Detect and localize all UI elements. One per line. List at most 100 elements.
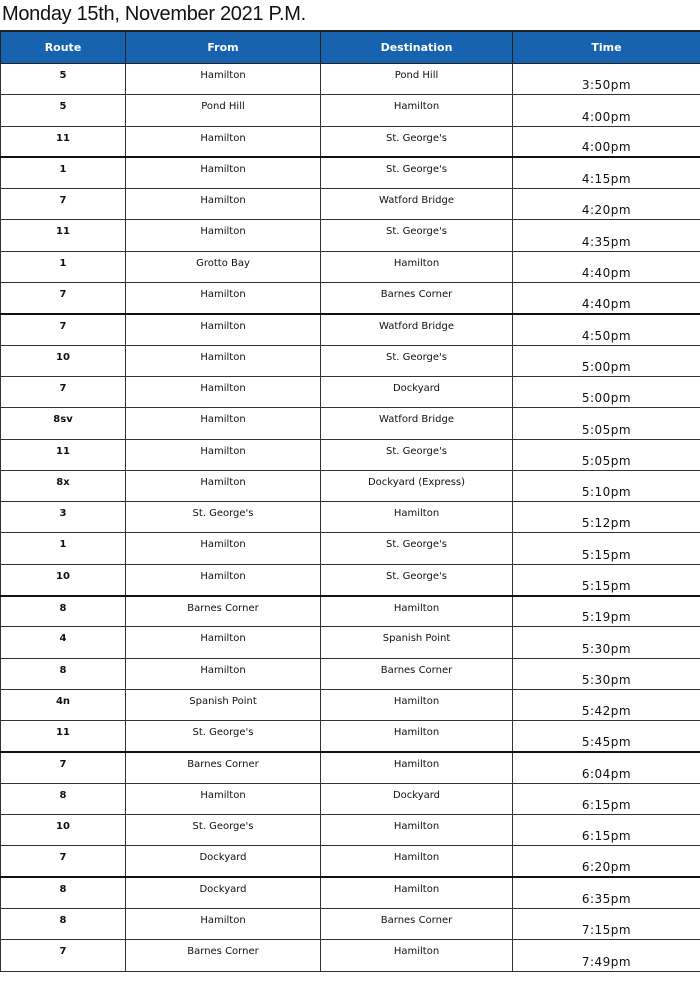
destination-cell: Barnes Corner	[320, 657, 513, 690]
route-cell: 8sv	[0, 407, 126, 440]
time-cell: 6:20pm	[512, 845, 700, 878]
time-cell: 4:00pm	[512, 94, 700, 127]
from-cell: Hamilton	[125, 125, 321, 158]
time-cell: 4:40pm	[512, 250, 700, 284]
route-cell: 1	[0, 532, 126, 565]
time-cell: 4:15pm	[512, 156, 700, 190]
from-cell: Spanish Point	[125, 688, 321, 722]
route-cell: 11	[0, 438, 126, 471]
time-cell: 5:00pm	[512, 375, 700, 409]
destination-cell: Hamilton	[320, 501, 513, 534]
route-cell: 4	[0, 626, 126, 659]
table-row: 1 Grotto Bay Hamilton 4:40pm	[0, 250, 700, 284]
destination-cell: Pond Hill	[320, 62, 513, 96]
destination-cell: Hamilton	[320, 845, 513, 878]
time-cell: 5:15pm	[512, 563, 700, 597]
table-row: 11 Hamilton St. George's 4:35pm	[0, 219, 700, 252]
from-cell: St. George's	[125, 501, 321, 534]
destination-cell: Hamilton	[320, 939, 513, 972]
from-cell: Hamilton	[125, 407, 321, 440]
time-cell: 5:45pm	[512, 720, 700, 753]
time-cell: 6:15pm	[512, 814, 700, 847]
route-cell: 1	[0, 250, 126, 284]
destination-cell: St. George's	[320, 156, 513, 190]
table-row: 7 Hamilton Dockyard 5:00pm	[0, 375, 700, 409]
time-cell: 5:05pm	[512, 407, 700, 440]
route-cell: 8	[0, 908, 126, 941]
from-cell: Hamilton	[125, 438, 321, 471]
table-row: 7 Dockyard Hamilton 6:20pm	[0, 845, 700, 878]
time-cell: 4:00pm	[512, 125, 700, 158]
header-time: Time	[512, 30, 700, 64]
from-cell: Dockyard	[125, 876, 321, 910]
route-cell: 1	[0, 156, 126, 190]
destination-cell: Hamilton	[320, 594, 513, 628]
page-title: Monday 15th, November 2021 P.M.	[2, 3, 306, 25]
route-cell: 4n	[0, 688, 126, 722]
table-row: 11 St. George's Hamilton 5:45pm	[0, 720, 700, 753]
destination-cell: Dockyard (Express)	[320, 469, 513, 503]
time-cell: 5:12pm	[512, 501, 700, 534]
from-cell: Hamilton	[125, 344, 321, 377]
table-row: 8 Hamilton Barnes Corner 7:15pm	[0, 908, 700, 941]
from-cell: Hamilton	[125, 62, 321, 96]
from-cell: Hamilton	[125, 469, 321, 503]
from-cell: Hamilton	[125, 219, 321, 252]
table-row: 5 Hamilton Pond Hill 3:50pm	[0, 62, 700, 96]
schedule-table: Route From Destination Time 5 Hamilton Pon…	[0, 30, 700, 972]
route-cell: 10	[0, 344, 126, 377]
route-cell: 7	[0, 312, 126, 346]
time-cell: 6:35pm	[512, 876, 700, 910]
destination-cell: Hamilton	[320, 751, 513, 784]
destination-cell: Hamilton	[320, 688, 513, 722]
destination-cell: Watford Bridge	[320, 407, 513, 440]
destination-cell: Barnes Corner	[320, 908, 513, 941]
table-row: 10 St. George's Hamilton 6:15pm	[0, 814, 700, 847]
route-cell: 7	[0, 939, 126, 972]
table-header-row: Route From Destination Time	[0, 30, 700, 64]
from-cell: Hamilton	[125, 188, 321, 221]
destination-cell: Hamilton	[320, 876, 513, 910]
from-cell: Hamilton	[125, 312, 321, 346]
from-cell: Grotto Bay	[125, 250, 321, 284]
time-cell: 5:15pm	[512, 532, 700, 565]
header-route: Route	[0, 30, 126, 64]
destination-cell: St. George's	[320, 563, 513, 597]
table-row: 1 Hamilton St. George's 5:15pm	[0, 532, 700, 565]
time-cell: 5:05pm	[512, 438, 700, 471]
from-cell: Barnes Corner	[125, 594, 321, 628]
route-cell: 3	[0, 501, 126, 534]
time-cell: 7:15pm	[512, 908, 700, 941]
route-cell: 5	[0, 62, 126, 96]
time-cell: 6:04pm	[512, 751, 700, 784]
from-cell: Hamilton	[125, 626, 321, 659]
route-cell: 11	[0, 720, 126, 753]
table-row: 7 Hamilton Barnes Corner 4:40pm	[0, 282, 700, 315]
destination-cell: St. George's	[320, 344, 513, 377]
route-cell: 7	[0, 845, 126, 878]
destination-cell: Watford Bridge	[320, 312, 513, 346]
route-cell: 11	[0, 125, 126, 158]
time-cell: 3:50pm	[512, 62, 700, 96]
route-cell: 7	[0, 751, 126, 784]
destination-cell: Dockyard	[320, 782, 513, 816]
time-cell: 4:35pm	[512, 219, 700, 252]
route-cell: 8x	[0, 469, 126, 503]
time-cell: 4:40pm	[512, 282, 700, 315]
table-row: 5 Pond Hill Hamilton 4:00pm	[0, 94, 700, 127]
route-cell: 8	[0, 594, 126, 628]
from-cell: Hamilton	[125, 782, 321, 816]
time-cell: 5:30pm	[512, 626, 700, 659]
table-row: 4 Hamilton Spanish Point 5:30pm	[0, 626, 700, 659]
header-from: From	[125, 30, 321, 64]
time-cell: 6:15pm	[512, 782, 700, 816]
destination-cell: St. George's	[320, 219, 513, 252]
table-row: 7 Barnes Corner Hamilton 7:49pm	[0, 939, 700, 972]
table-row: 4n Spanish Point Hamilton 5:42pm	[0, 688, 700, 722]
table-row: 8 Barnes Corner Hamilton 5:19pm	[0, 594, 700, 628]
time-cell: 5:30pm	[512, 657, 700, 690]
time-cell: 5:00pm	[512, 344, 700, 377]
table-row: 11 Hamilton St. George's 4:00pm	[0, 125, 700, 158]
table-row: 8 Dockyard Hamilton 6:35pm	[0, 876, 700, 910]
destination-cell: Barnes Corner	[320, 282, 513, 315]
